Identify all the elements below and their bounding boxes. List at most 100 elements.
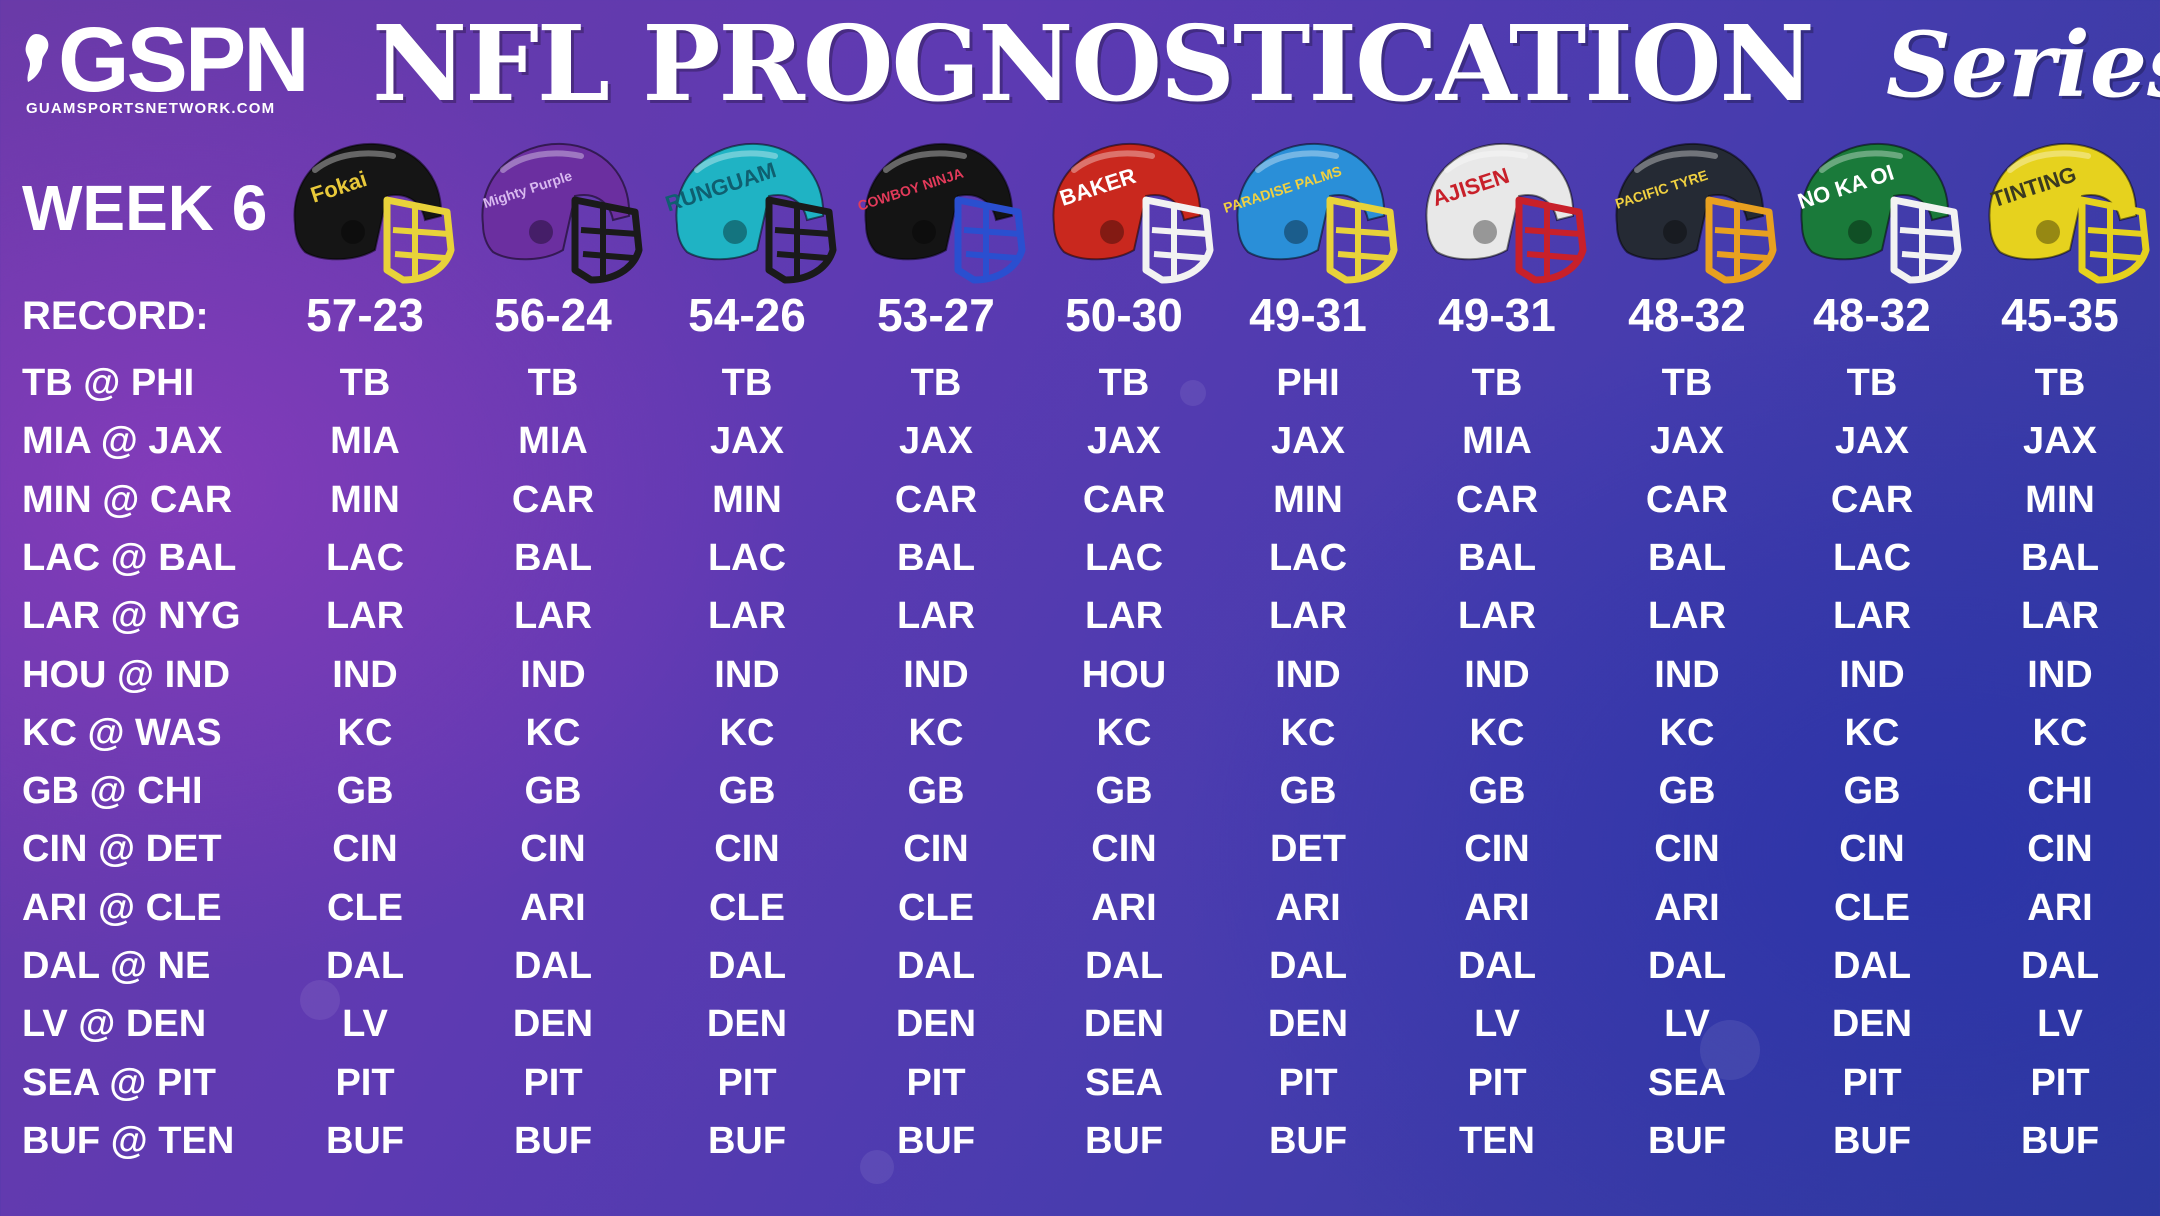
background-sparkle: [860, 1150, 894, 1184]
game-label: MIA @ JAX: [22, 420, 223, 463]
pick-cell: DAL: [1084, 945, 1164, 987]
game-label: LAC @ BAL: [22, 536, 237, 579]
pick-cell: DAL: [896, 945, 976, 987]
pick-cell: IND: [714, 653, 780, 696]
record-value: 50-30: [1065, 289, 1183, 341]
guam-map-icon: [25, 34, 49, 82]
pick-cell: PIT: [717, 1061, 777, 1104]
record-value: 53-27: [877, 289, 995, 341]
pick-cell: PIT: [2030, 1061, 2090, 1104]
pick-cell: LAC: [1832, 536, 1912, 579]
game-label: CIN @ DET: [22, 828, 222, 871]
pick-cell: PIT: [1842, 1061, 1902, 1104]
pick-cell: CIN: [1091, 828, 1157, 871]
game-label: SEA @ PIT: [22, 1061, 217, 1104]
background-sparkle: [300, 980, 340, 1020]
pick-cell: TB: [1846, 362, 1898, 404]
helmet-icon: Mighty Purple: [481, 142, 643, 284]
pick-cell: HOU: [1081, 653, 1167, 696]
pick-cell: BAL: [513, 536, 593, 579]
pick-cell: BUF: [1268, 1119, 1348, 1162]
pick-cell: KC: [1659, 711, 1715, 754]
pick-cell: IND: [332, 653, 398, 696]
helmet-icon: TINTING: [1988, 142, 2150, 284]
pick-cell: ARI: [2027, 886, 2093, 929]
pick-cell: DEN: [895, 1003, 977, 1046]
pick-cell: KC: [1469, 711, 1525, 754]
pick-cell: MIA: [330, 420, 400, 463]
helmet-icon: PARADISE PALMS: [1221, 142, 1398, 284]
pick-cell: CIN: [1464, 828, 1530, 871]
pick-cell: DAL: [1832, 945, 1912, 987]
pick-cell: BUF: [707, 1119, 787, 1162]
game-label: KC @ WAS: [22, 711, 222, 754]
pick-cell: LAR: [896, 595, 976, 638]
record-value: 54-26: [688, 289, 806, 341]
pick-cell: IND: [1654, 653, 1720, 696]
pick-cell: TEN: [1459, 1119, 1535, 1162]
record-value: 57-23: [306, 289, 424, 341]
pick-cell: MIN: [2025, 478, 2095, 521]
pick-cell: GB: [1843, 770, 1901, 813]
pick-cell: DAL: [1268, 945, 1348, 987]
pick-cell: JAX: [1271, 420, 1345, 463]
pick-cell: CAR: [894, 478, 978, 521]
pick-cell: LAC: [1084, 536, 1164, 579]
pick-cell: JAX: [1087, 420, 1161, 463]
pick-cell: PIT: [906, 1061, 966, 1104]
pick-cell: KC: [525, 711, 581, 754]
pick-cell: BAL: [896, 536, 976, 579]
pick-cell: CIN: [520, 828, 586, 871]
pick-cell: KC: [908, 711, 964, 754]
pick-cell: JAX: [1835, 420, 1909, 463]
pick-cell: PIT: [1467, 1061, 1527, 1104]
pick-cell: IND: [1839, 653, 1905, 696]
record-value: 49-31: [1249, 289, 1367, 341]
pick-cell: GB: [718, 770, 776, 813]
pick-cell: GB: [1468, 770, 1526, 813]
pick-cell: JAX: [2023, 420, 2097, 463]
pick-cell: BUF: [325, 1119, 405, 1162]
week-label: WEEK 6: [22, 172, 268, 244]
pick-cell: LV: [342, 1003, 388, 1046]
pick-cell: LAR: [1268, 595, 1348, 638]
record-label: RECORD:: [22, 294, 209, 338]
record-value: 48-32: [1628, 289, 1746, 341]
pick-cell: LAR: [1084, 595, 1164, 638]
pick-cell: IND: [1275, 653, 1341, 696]
pick-cell: DET: [1270, 828, 1346, 871]
pick-cell: LV: [2037, 1003, 2083, 1046]
background-sparkle: [2050, 600, 2072, 622]
helmet-icon: RUNGUAM: [662, 142, 837, 284]
pick-cell: DAL: [1647, 945, 1727, 987]
pick-cell: CLE: [1834, 886, 1910, 929]
record-value: 48-32: [1813, 289, 1931, 341]
pick-cell: TB: [910, 362, 962, 404]
pick-cell: LV: [1664, 1003, 1710, 1046]
pick-cell: DAL: [513, 945, 593, 987]
pick-cell: KC: [1844, 711, 1900, 754]
pick-cell: DEN: [1083, 1003, 1165, 1046]
background-sparkle: [1180, 380, 1206, 406]
pick-cell: GB: [1658, 770, 1716, 813]
record-value: 45-35: [2001, 289, 2119, 341]
pick-cell: GB: [1279, 770, 1337, 813]
pick-cell: GB: [1095, 770, 1153, 813]
pick-cell: LAC: [325, 536, 405, 579]
pick-cell: LAR: [1647, 595, 1727, 638]
game-label: MIN @ CAR: [22, 478, 233, 521]
pick-cell: ARI: [1654, 886, 1720, 929]
pick-cell: IND: [2027, 653, 2093, 696]
helmet-icon: Fokai: [293, 142, 455, 284]
pick-cell: LAR: [1457, 595, 1537, 638]
pick-cell: MIN: [712, 478, 782, 521]
game-label: DAL @ NE: [22, 945, 211, 987]
pick-cell: IND: [903, 653, 969, 696]
pick-cell: LV: [1474, 1003, 1520, 1046]
pick-cell: PIT: [523, 1061, 583, 1104]
pick-cell: ARI: [1464, 886, 1530, 929]
pick-cell: LAR: [325, 595, 405, 638]
helmet-icon: NO KA OI: [1795, 142, 1962, 284]
pick-cell: BUF: [1084, 1119, 1164, 1162]
pick-cell: DEN: [706, 1003, 788, 1046]
